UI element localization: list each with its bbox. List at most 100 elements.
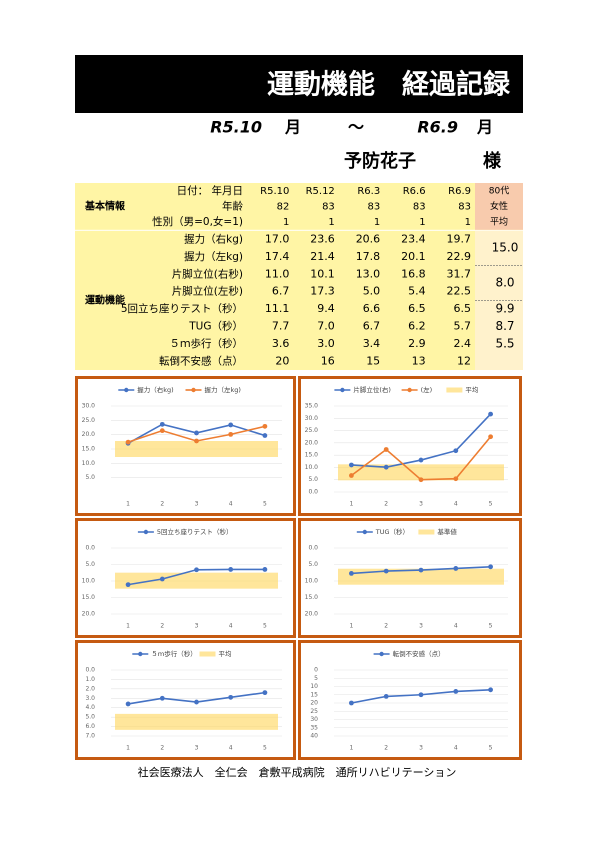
cell: 9.4	[317, 302, 335, 315]
cell: 13	[412, 354, 426, 367]
point	[125, 582, 131, 588]
point	[159, 576, 165, 582]
point	[453, 476, 459, 482]
point	[262, 567, 268, 572]
cell: 3.0	[317, 337, 335, 350]
x-tick-label: 4	[229, 745, 233, 752]
point	[194, 430, 199, 436]
y-tick-label: 30.0	[82, 403, 96, 410]
legend-label: 片脚立位(右)	[353, 385, 391, 394]
section-label: 基本情報	[84, 199, 126, 212]
cell: 15	[366, 354, 380, 367]
point	[125, 439, 131, 445]
legend-marker	[362, 529, 367, 535]
cell: 6.6	[363, 302, 381, 315]
cell: 11.0	[265, 267, 290, 280]
y-tick-label: 7.0	[85, 733, 95, 740]
table-section-bg	[75, 183, 523, 230]
y-tick-label: 15.0	[305, 594, 319, 601]
x-tick-label: 4	[454, 501, 458, 508]
x-tick-label: 3	[195, 623, 199, 630]
cell: 6.5	[454, 302, 472, 315]
x-tick-label: 4	[229, 623, 233, 630]
table-section-bg	[75, 230, 523, 370]
y-tick-label: 10.0	[82, 460, 96, 467]
point	[349, 700, 354, 706]
y-tick-label: 25.0	[305, 427, 319, 434]
point	[418, 477, 424, 483]
legend-marker	[379, 651, 384, 657]
x-tick-label: 5	[263, 623, 267, 630]
y-tick-label: 20	[310, 700, 318, 707]
cell: 2.4	[454, 337, 472, 350]
cell: 83	[458, 201, 471, 212]
y-tick-label: 0.0	[308, 489, 318, 496]
cell: 19.7	[447, 233, 472, 246]
cell: 6.2	[408, 320, 426, 333]
point	[383, 694, 389, 699]
cell: 82	[277, 201, 290, 212]
point	[194, 567, 199, 573]
legend-marker	[124, 387, 129, 393]
cell: 7.7	[272, 320, 290, 333]
y-tick-label: 5.0	[85, 474, 95, 481]
extra-cell: 女性	[490, 200, 508, 212]
cell: 17.8	[356, 250, 381, 263]
extra-cell: 80代	[489, 185, 509, 196]
y-tick-label: 10.0	[305, 578, 319, 585]
average-band	[115, 713, 278, 730]
cell: 10.1	[310, 267, 335, 280]
y-tick-label: 1.0	[85, 676, 95, 683]
legend-label: (左)	[421, 385, 433, 394]
cell: 1	[419, 217, 425, 228]
cell: 3.4	[363, 337, 381, 350]
cell: 5.7	[454, 320, 472, 333]
cell: 5.4	[408, 285, 426, 298]
x-tick-label: 5	[263, 501, 267, 508]
cell: 23.4	[401, 233, 426, 246]
cell: 21.4	[310, 250, 335, 263]
y-tick-label: 20.0	[305, 439, 319, 446]
chart: 0.0 5.0 10.0 15.0 20.0 1 2 3 4 5 TUG（秒） 基準値	[298, 518, 522, 638]
cell: 1	[374, 217, 380, 228]
chart: 0.0 1.0 2.0 3.0 4.0 5.0 6.0 7.0 1 2 3 4 5 ５ｍ歩行（秒） 平均	[75, 640, 296, 760]
honorific: 様	[483, 150, 502, 172]
y-tick-label: 0.0	[85, 667, 95, 674]
y-tick-label: 15.0	[82, 594, 96, 601]
point	[453, 448, 459, 454]
average-cell: 9.9	[495, 302, 514, 316]
point	[488, 434, 493, 440]
row-label: ５ｍ歩行（秒）	[170, 337, 244, 350]
point	[383, 447, 389, 452]
row-label: 片脚立位(左秒)	[172, 285, 243, 298]
y-tick-label: 35	[310, 724, 318, 731]
y-tick-label: 5.0	[85, 714, 95, 721]
y-tick-label: 5.0	[85, 561, 95, 568]
cell: 83	[413, 201, 426, 212]
y-tick-label: 0	[314, 667, 318, 674]
cell: 11.1	[265, 302, 290, 315]
x-tick-label: 4	[454, 745, 458, 752]
point	[194, 438, 199, 444]
x-tick-label: 2	[384, 501, 388, 508]
row-label: 年齢	[222, 199, 243, 212]
x-tick-label: 3	[419, 623, 423, 630]
row-label: TUG（秒）	[188, 320, 243, 333]
cell: 1	[328, 217, 334, 228]
y-tick-label: 40	[310, 733, 318, 740]
cell: 16	[321, 354, 335, 367]
legend-marker	[407, 387, 412, 393]
point	[418, 692, 424, 698]
title-bar	[75, 55, 523, 113]
point	[228, 567, 234, 572]
row-label: 5回立ち座りテスト（秒）	[121, 302, 243, 315]
cell: 83	[367, 201, 380, 212]
legend-marker	[191, 387, 196, 393]
y-tick-label: 5	[314, 675, 318, 682]
point	[228, 431, 234, 437]
point	[125, 701, 131, 707]
legend-label: 平均	[219, 649, 233, 658]
point	[159, 695, 165, 701]
x-tick-label: 1	[349, 745, 353, 752]
